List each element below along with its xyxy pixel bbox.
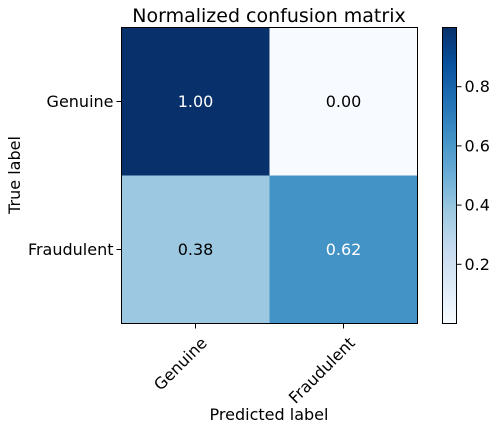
colorbar (442, 27, 457, 324)
colorbar-tick-label: 0.8 (465, 77, 490, 96)
cell-value-label: 0.38 (178, 240, 214, 259)
heatmap-cell (269, 175, 418, 324)
colorbar-ticks: 0.2 0.4 0.6 0.8 (456, 77, 490, 274)
plot-frame (121, 27, 418, 324)
chart-title: Normalized confusion matrix (132, 5, 405, 27)
colorbar-tick-label: 0.6 (465, 136, 490, 155)
y-tick-label: Genuine (47, 92, 114, 111)
x-tick-label: Fraudulent (285, 333, 359, 407)
y-tick-label: Fraudulent (28, 240, 114, 259)
cell-value-label: 1.00 (178, 92, 214, 111)
heatmap-cells (121, 27, 418, 324)
x-axis-label: Predicted label (210, 405, 329, 424)
colorbar-tick-label: 0.2 (465, 255, 490, 274)
y-axis-label: True label (5, 136, 24, 215)
x-tick-label: Genuine (150, 333, 211, 394)
heatmap-cell (121, 27, 270, 176)
heatmap-cell (269, 27, 418, 176)
cell-value-label: 0.62 (326, 240, 362, 259)
x-axis-ticks: Genuine Fraudulent (150, 323, 359, 407)
colorbar-tick-label: 0.4 (465, 196, 490, 215)
cell-value-label: 0.00 (326, 92, 362, 111)
heatmap-cell (121, 175, 270, 324)
y-axis-ticks: Genuine Fraudulent (28, 92, 122, 259)
heatmap-cell-labels: 1.00 0.00 0.38 0.62 (178, 92, 362, 259)
